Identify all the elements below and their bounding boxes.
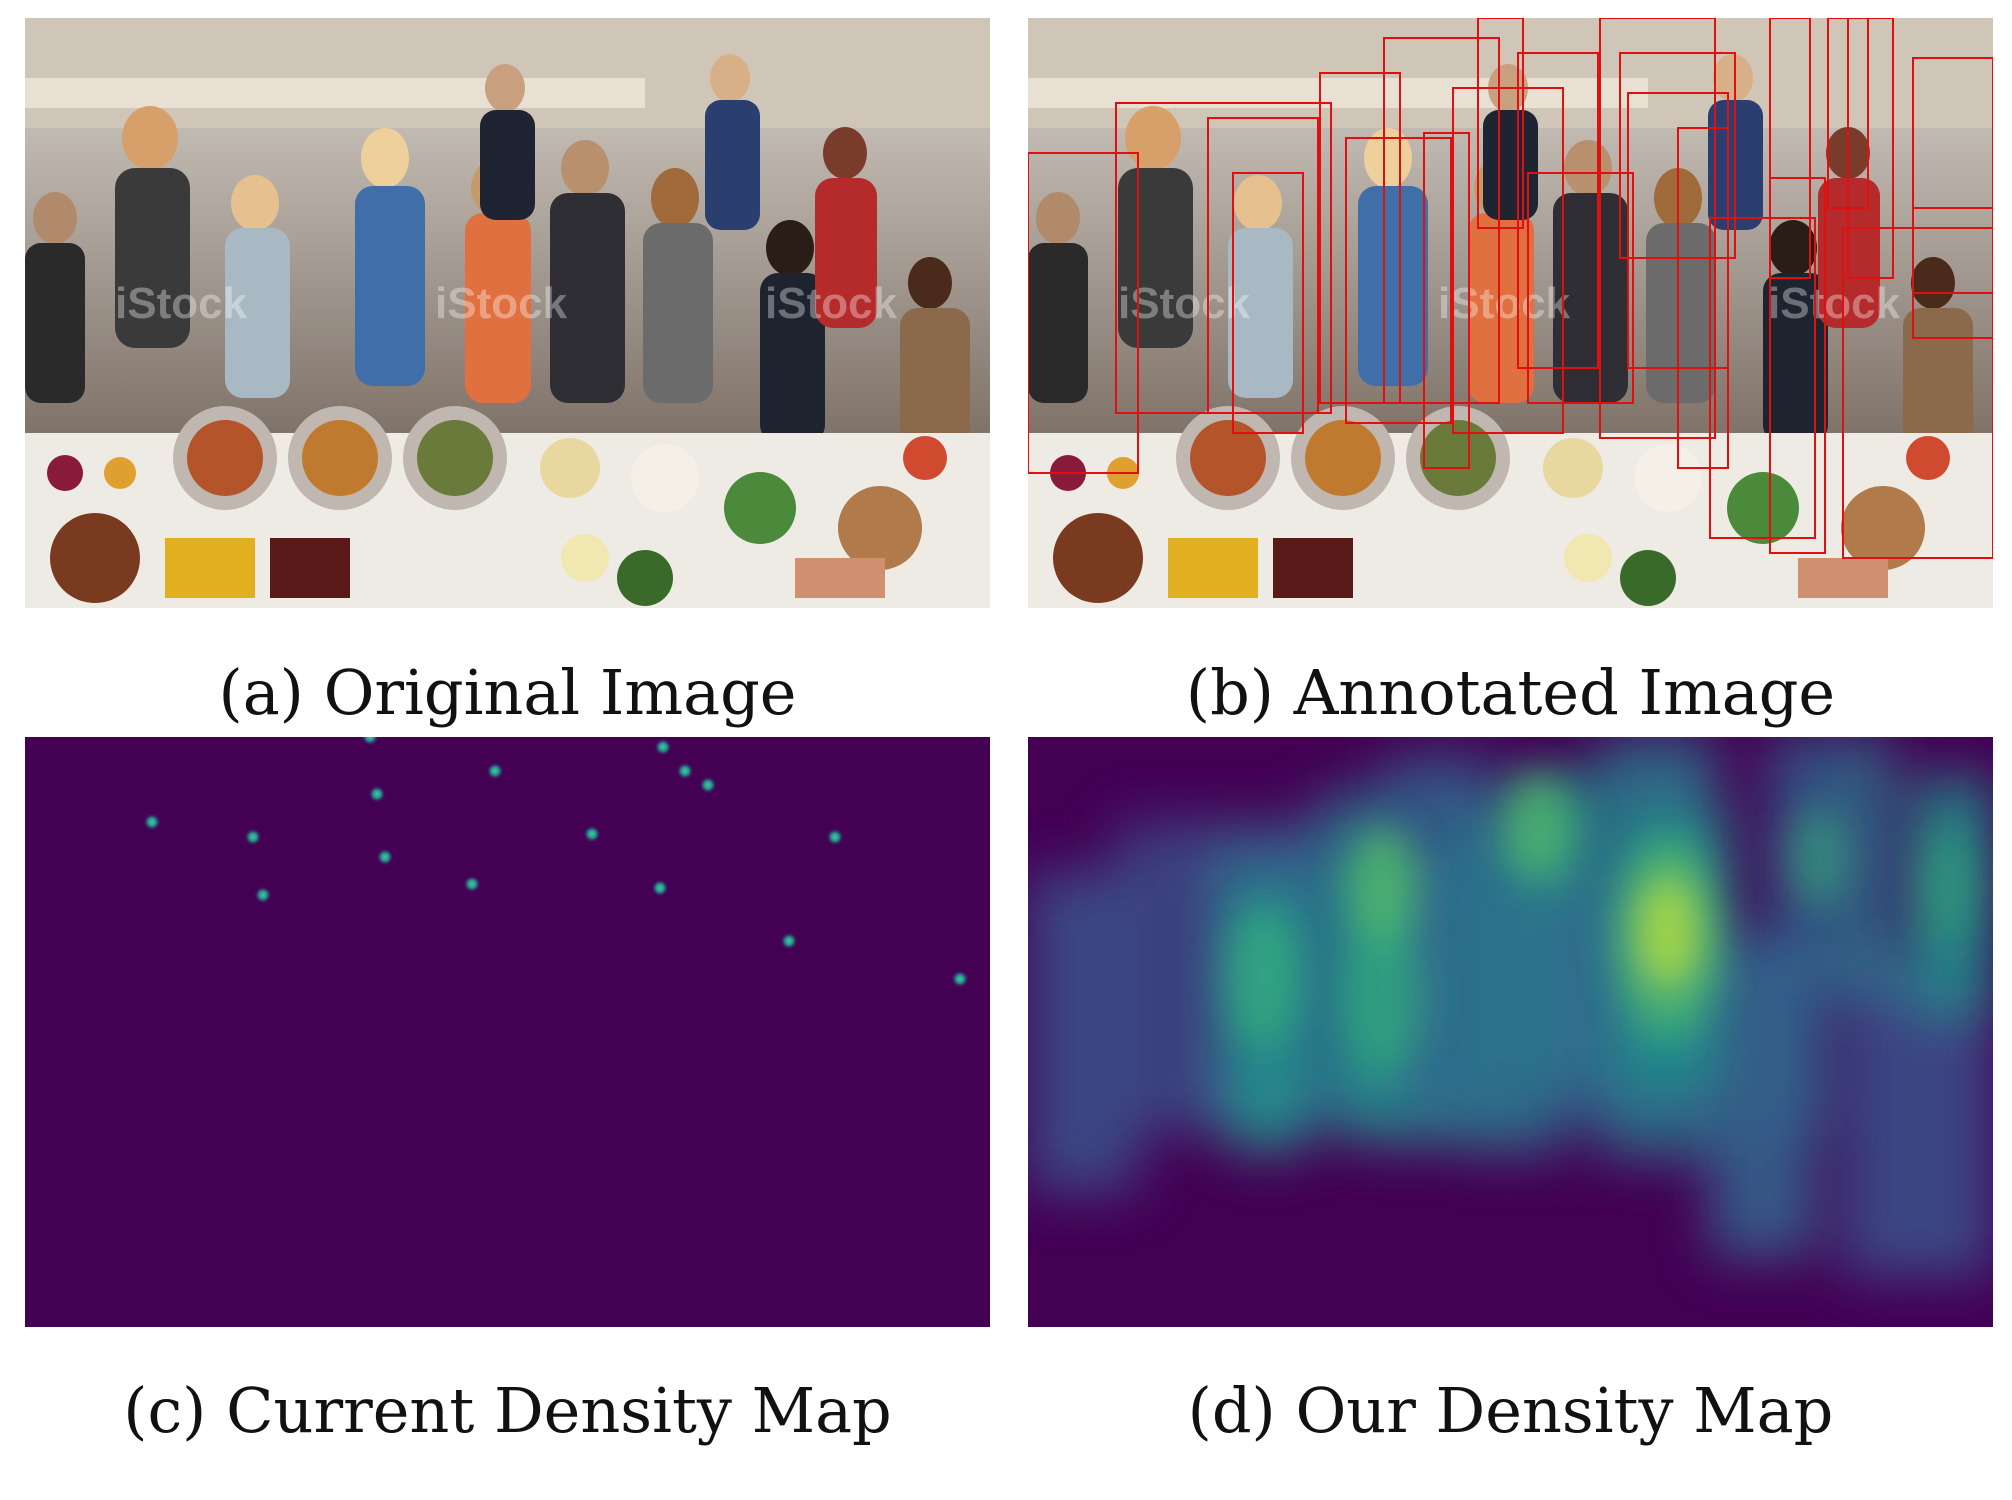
annotation-boxes [1028,18,1993,559]
watermark-text: iStock [1438,279,1571,328]
caption-original-image: (a) Original Image [218,656,797,729]
caption-annotated-image: (b) Annotated Image [1185,656,1836,729]
watermark-text: iStock [765,279,898,328]
current-density-map [25,737,990,1327]
watermark-text: iStock [1118,279,1251,328]
density-dots [143,737,969,988]
annotated-image: iStock iStock iStock [1028,18,1993,608]
crowd-figures [25,54,970,448]
caption-current-density-map: (c) Current Density Map [123,1374,892,1447]
caption-our-density-map: (d) Our Density Map [1187,1374,1834,1447]
watermark-text: iStock [115,279,248,328]
watermark-text: iStock [435,279,568,328]
original-image: iStock iStock iStock [25,18,990,608]
buffet-dishes [47,406,947,606]
our-density-map [1028,737,1993,1327]
watermark-text: iStock [1768,279,1901,328]
